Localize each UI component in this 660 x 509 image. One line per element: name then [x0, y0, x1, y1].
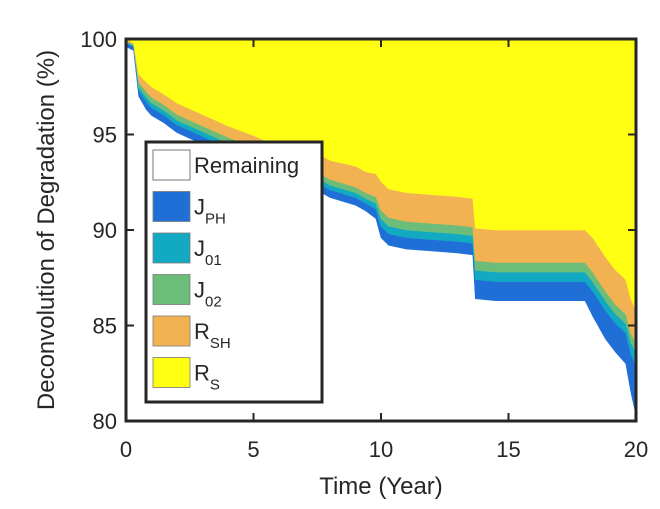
x-axis-label: Time (Year): [319, 473, 443, 500]
x-tick-label: 5: [247, 437, 259, 462]
legend-swatch: [152, 315, 191, 347]
y-tick-label: 90: [93, 218, 117, 243]
legend-entry-label: RSH: [194, 319, 231, 352]
legend-swatch: [152, 191, 191, 222]
legend-swatch: [152, 357, 191, 388]
legend-entry-label: J01: [194, 236, 222, 269]
axis-ticks: 0 5 10 15 20 80 85 90 95 100: [80, 27, 648, 462]
legend-swatch: [152, 232, 191, 264]
legend-entry-label: Remaining: [194, 153, 299, 178]
legend-swatch: [152, 149, 191, 181]
x-tick-label: 0: [120, 437, 132, 462]
legend-entry-label: J02: [194, 278, 222, 311]
legend-swatch: [152, 274, 191, 305]
legend-entry-label: RS: [194, 361, 220, 394]
x-tick-label: 10: [369, 437, 393, 462]
y-tick-label: 100: [80, 27, 117, 52]
y-tick-label: 95: [93, 123, 117, 148]
y-tick-label: 85: [93, 314, 117, 339]
x-tick-label: 15: [496, 437, 520, 462]
y-axis-label: Deconvolution of Degradation (%): [33, 50, 60, 410]
legend: Remaining JPH J01 J02 RSH RS: [144, 140, 324, 404]
legend-entry-label: JPH: [194, 195, 226, 228]
y-tick-label: 80: [93, 409, 117, 434]
x-tick-label: 20: [624, 437, 648, 462]
